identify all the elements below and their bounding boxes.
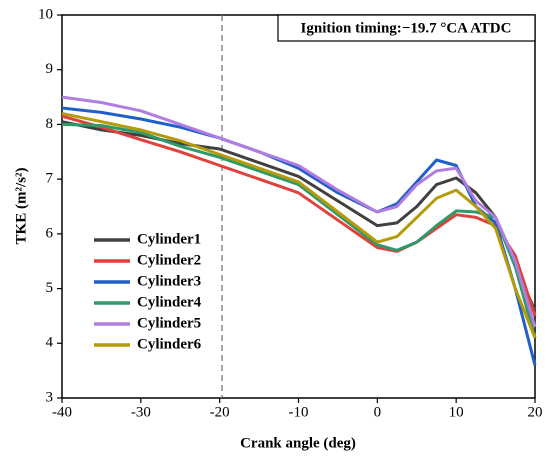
y-tick-label: 8 — [46, 116, 54, 132]
series-line — [61, 95, 537, 328]
x-tick-label: -30 — [131, 404, 151, 420]
x-tick-label: -40 — [52, 404, 72, 420]
annotation-box — [277, 14, 536, 42]
series-line — [61, 114, 537, 317]
y-tick-label: 5 — [46, 280, 54, 296]
x-tick-label: -20 — [210, 404, 230, 420]
series-line — [61, 106, 537, 366]
legend-label: Cylinder6 — [137, 336, 202, 352]
y-tick-label: 6 — [46, 225, 54, 241]
x-tick-label: -10 — [289, 404, 309, 420]
annotation: Ignition timing:−19.7 °CA ATDC — [301, 20, 512, 36]
x-tick-label: 10 — [449, 404, 464, 420]
legend-label: Cylinder4 — [137, 294, 202, 310]
legend-label: Cylinder1 — [137, 231, 201, 247]
series-line — [61, 112, 537, 339]
legend-label: Cylinder2 — [137, 252, 201, 268]
x-axis-label: Crank angle (deg) — [240, 435, 356, 451]
y-tick-label: 10 — [38, 6, 53, 22]
y-tick-label: 9 — [46, 61, 54, 77]
x-tick-label: 20 — [528, 404, 543, 420]
legend-label: Cylinder3 — [137, 273, 201, 289]
legend-label: Cylinder5 — [137, 315, 201, 331]
plot-frame — [61, 14, 536, 399]
y-axis-label: TKE (m²/s²) — [13, 168, 29, 245]
y-tick-label: 4 — [46, 335, 54, 351]
y-tick-label: 3 — [46, 389, 54, 405]
y-tick-label: 7 — [46, 171, 54, 187]
series-line — [61, 122, 537, 339]
x-tick-label: 0 — [374, 404, 382, 420]
